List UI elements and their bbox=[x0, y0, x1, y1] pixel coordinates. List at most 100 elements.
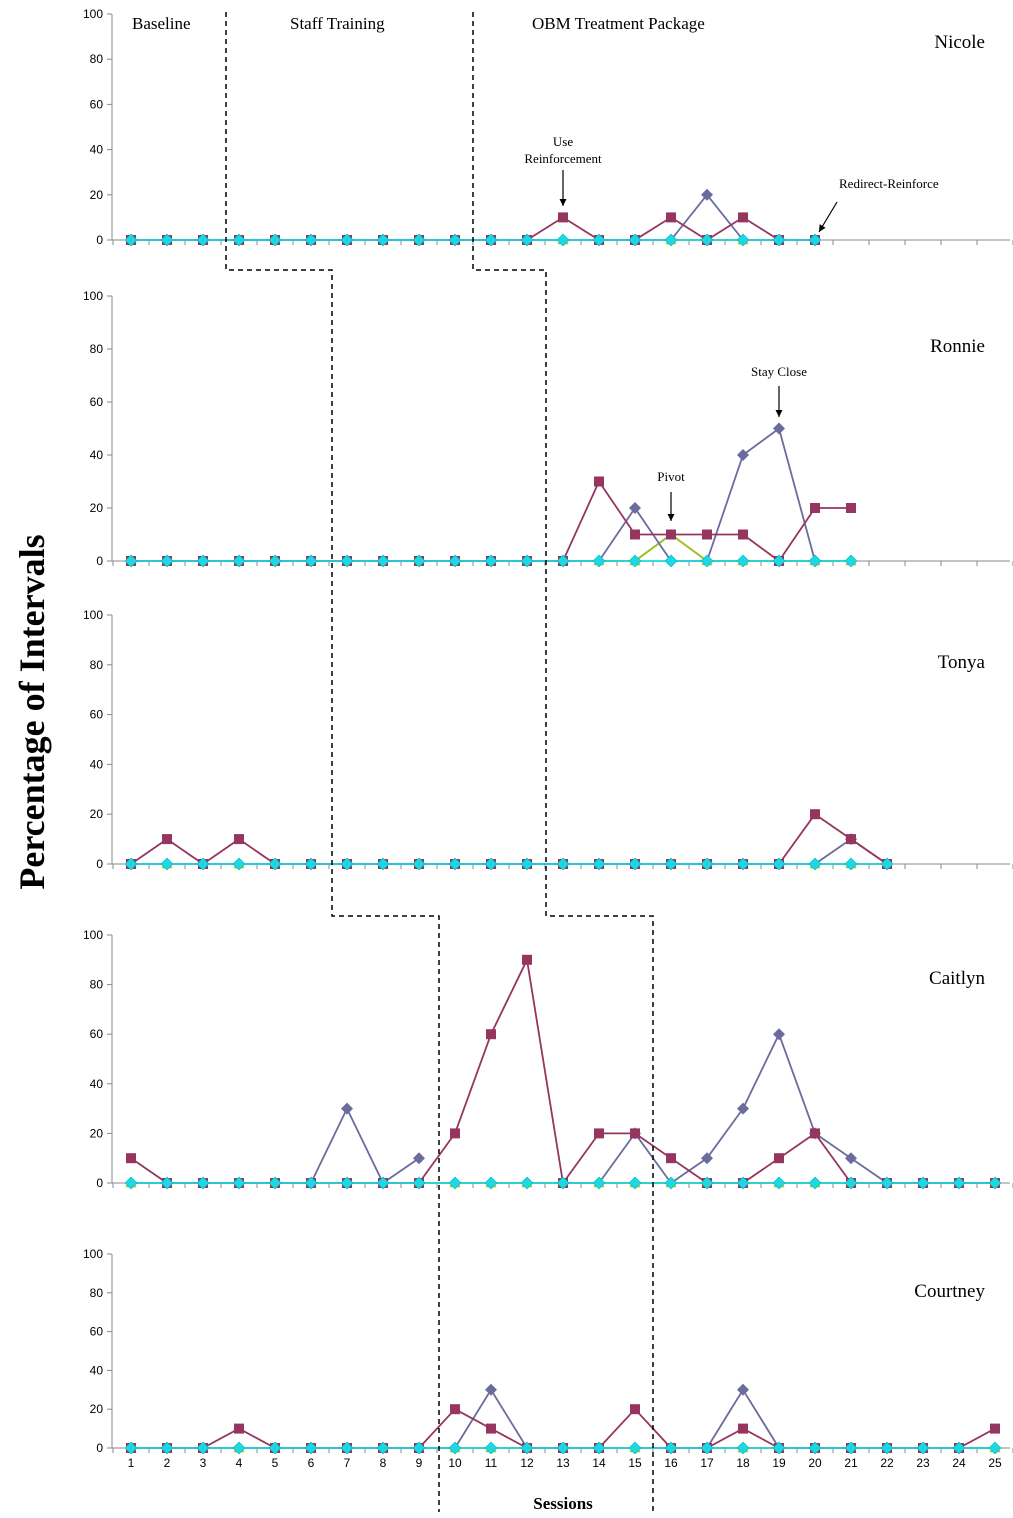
x-tick-label: 4 bbox=[236, 1456, 243, 1470]
data-point bbox=[738, 1423, 748, 1434]
data-point bbox=[736, 554, 750, 568]
y-tick-label: 80 bbox=[90, 658, 104, 672]
series-line-segment bbox=[526, 959, 564, 1184]
data-point bbox=[845, 1152, 857, 1165]
y-tick-label: 40 bbox=[90, 1363, 104, 1377]
series-line-segment bbox=[598, 480, 636, 536]
data-point bbox=[630, 1404, 640, 1415]
data-point bbox=[988, 1441, 1002, 1455]
series-line-segment bbox=[202, 1427, 240, 1449]
x-tick-label: 5 bbox=[272, 1456, 279, 1470]
y-tick-label: 20 bbox=[90, 188, 104, 202]
annotation: Use Reinforcement bbox=[524, 134, 602, 206]
data-point bbox=[700, 554, 714, 568]
x-tick-label: 19 bbox=[772, 1456, 786, 1470]
series-line-segment bbox=[778, 1033, 816, 1134]
data-point bbox=[772, 554, 786, 568]
data-point bbox=[666, 212, 676, 223]
y-tick-label: 0 bbox=[96, 1441, 103, 1455]
data-point bbox=[124, 554, 138, 568]
panel-caitlyn: 0 20 40 60 80 100 Caitlyn bbox=[83, 928, 1013, 1190]
data-point bbox=[736, 1441, 750, 1455]
data-point bbox=[340, 1441, 354, 1455]
data-point bbox=[774, 1153, 784, 1164]
data-point bbox=[808, 554, 822, 568]
phase-line-baseline-to-training bbox=[225, 12, 440, 1512]
data-point bbox=[592, 1441, 606, 1455]
annotation: Redirect-Reinforce bbox=[818, 176, 939, 233]
data-point bbox=[160, 1441, 174, 1455]
y-tick-label: 20 bbox=[90, 807, 104, 821]
series-line-segment bbox=[130, 838, 168, 865]
data-point bbox=[234, 834, 244, 845]
data-point bbox=[448, 554, 462, 568]
series-line-segment bbox=[490, 1389, 528, 1449]
data-point bbox=[664, 554, 678, 568]
phase-line-training-to-obm bbox=[472, 12, 654, 1512]
series-line-segment bbox=[670, 533, 708, 562]
data-point bbox=[340, 233, 354, 247]
annotation-arrowhead bbox=[559, 199, 567, 206]
data-point bbox=[376, 1176, 390, 1190]
data-point bbox=[341, 1102, 353, 1115]
phase-label-staff-training: Staff Training bbox=[290, 14, 385, 33]
series-line-segment bbox=[742, 533, 780, 562]
data-point bbox=[916, 1176, 930, 1190]
data-point bbox=[844, 554, 858, 568]
data-point bbox=[810, 503, 820, 513]
data-point bbox=[556, 857, 570, 871]
annotation-arrowhead bbox=[775, 410, 783, 417]
series-4 bbox=[124, 1176, 1002, 1190]
series-line-segment bbox=[706, 216, 744, 241]
data-point bbox=[232, 1176, 246, 1190]
data-point bbox=[558, 212, 568, 223]
x-tick-label: 18 bbox=[736, 1456, 750, 1470]
series-line-segment bbox=[742, 427, 780, 456]
data-point bbox=[486, 1423, 496, 1434]
data-point bbox=[880, 857, 894, 871]
data-point bbox=[124, 857, 138, 871]
annotation-text: Use bbox=[553, 134, 573, 149]
series-line-segment bbox=[958, 1427, 996, 1449]
data-point bbox=[160, 233, 174, 247]
data-point bbox=[520, 1176, 534, 1190]
data-point bbox=[630, 1128, 640, 1139]
participant-name: Tonya bbox=[938, 652, 986, 673]
panel-nicole: 0 20 40 60 80 100 Nicole Use Reinforcement Redire… bbox=[83, 7, 1013, 247]
series-line-segment bbox=[670, 1157, 708, 1184]
series-line-segment bbox=[742, 1389, 780, 1449]
series-line-segment bbox=[706, 454, 744, 562]
annotation-text: Reinforcement bbox=[524, 151, 602, 166]
data-point bbox=[556, 554, 570, 568]
data-point bbox=[737, 1383, 749, 1396]
y-tick-label: 80 bbox=[90, 342, 104, 356]
data-point bbox=[376, 1441, 390, 1455]
series-line-segment bbox=[814, 1132, 852, 1159]
data-point bbox=[810, 1128, 820, 1139]
data-point bbox=[485, 1383, 497, 1396]
series-line-segment bbox=[850, 1157, 888, 1184]
x-tick-label: 15 bbox=[628, 1456, 642, 1470]
data-point bbox=[448, 1441, 462, 1455]
y-tick-label: 80 bbox=[90, 52, 104, 66]
data-point bbox=[666, 1153, 676, 1164]
series-line-segment bbox=[634, 1132, 672, 1159]
y-tick-label: 60 bbox=[90, 1325, 104, 1339]
series-line-segment bbox=[742, 1157, 780, 1184]
data-point bbox=[846, 503, 856, 513]
data-point bbox=[844, 1441, 858, 1455]
data-point bbox=[700, 233, 714, 247]
y-tick-label: 0 bbox=[96, 1176, 103, 1190]
data-point bbox=[234, 1423, 244, 1434]
data-point bbox=[448, 857, 462, 871]
data-point bbox=[412, 1176, 426, 1190]
series-line-segment bbox=[562, 216, 600, 241]
x-tick-label: 6 bbox=[308, 1456, 315, 1470]
y-tick-label: 60 bbox=[90, 97, 104, 111]
y-tick-label: 40 bbox=[90, 448, 104, 462]
data-point bbox=[880, 1441, 894, 1455]
series-line-segment bbox=[382, 1157, 420, 1184]
series-line-segment bbox=[814, 1132, 852, 1184]
x-tick-label: 3 bbox=[200, 1456, 207, 1470]
